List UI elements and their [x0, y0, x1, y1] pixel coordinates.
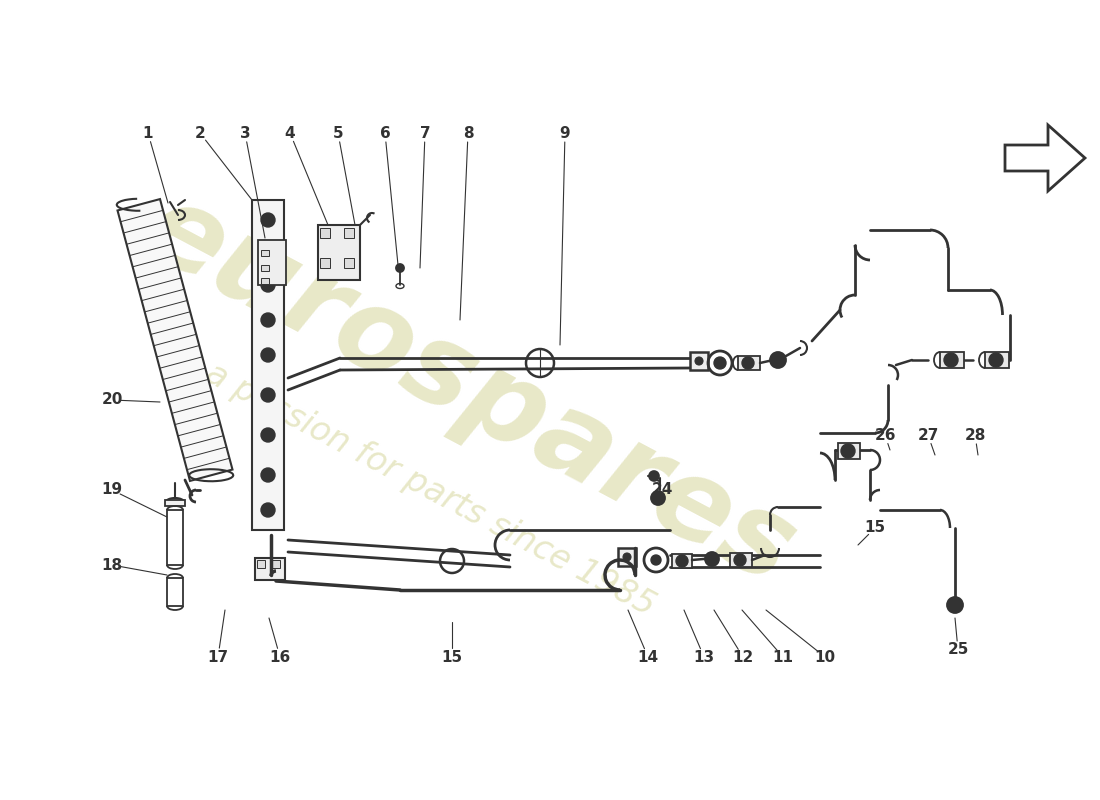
Bar — [165, 500, 185, 506]
Text: 27: 27 — [917, 427, 938, 442]
Text: 19: 19 — [101, 482, 122, 498]
Circle shape — [261, 243, 275, 257]
Polygon shape — [118, 199, 232, 481]
Circle shape — [265, 432, 271, 438]
Bar — [344, 228, 354, 238]
Bar — [261, 278, 270, 284]
Bar — [344, 258, 354, 268]
Text: 3: 3 — [240, 126, 251, 141]
Circle shape — [265, 317, 271, 323]
Circle shape — [989, 353, 1003, 367]
Text: 12: 12 — [733, 650, 754, 665]
Bar — [618, 548, 636, 566]
Circle shape — [742, 357, 754, 369]
Text: 26: 26 — [874, 427, 895, 442]
Text: 28: 28 — [965, 427, 986, 442]
Text: 25: 25 — [947, 642, 969, 658]
Circle shape — [265, 472, 271, 478]
Bar — [255, 558, 285, 580]
Bar — [272, 560, 280, 568]
Circle shape — [714, 357, 726, 369]
Bar — [838, 443, 860, 459]
Bar — [167, 578, 183, 606]
Circle shape — [261, 313, 275, 327]
Bar — [320, 258, 330, 268]
Text: 10: 10 — [814, 650, 836, 665]
Text: 11: 11 — [772, 650, 793, 665]
Circle shape — [651, 555, 661, 565]
Circle shape — [265, 282, 271, 288]
Bar — [258, 240, 286, 285]
Circle shape — [261, 428, 275, 442]
Circle shape — [649, 471, 659, 481]
Circle shape — [651, 491, 666, 505]
Bar — [730, 553, 752, 567]
Bar — [318, 225, 360, 280]
Text: 15: 15 — [441, 650, 463, 665]
Text: 14: 14 — [637, 650, 659, 665]
Circle shape — [623, 553, 631, 561]
Circle shape — [261, 388, 275, 402]
Bar — [320, 228, 330, 238]
Text: a passion for parts since 1985: a passion for parts since 1985 — [200, 357, 660, 623]
Circle shape — [265, 392, 271, 398]
Text: 17: 17 — [208, 650, 229, 665]
Text: 9: 9 — [560, 126, 570, 141]
Text: 1: 1 — [143, 126, 153, 141]
Text: 2: 2 — [195, 126, 206, 141]
Bar — [672, 554, 692, 568]
Circle shape — [261, 348, 275, 362]
Circle shape — [261, 503, 275, 517]
Text: eurospares: eurospares — [126, 172, 814, 608]
Circle shape — [265, 247, 271, 253]
Bar — [940, 352, 964, 368]
Circle shape — [265, 352, 271, 358]
Circle shape — [265, 217, 271, 223]
Circle shape — [676, 555, 688, 567]
Circle shape — [261, 278, 275, 292]
Bar — [257, 560, 265, 568]
Text: 8: 8 — [463, 126, 473, 141]
Circle shape — [261, 468, 275, 482]
Bar — [738, 356, 760, 370]
Bar — [690, 352, 708, 370]
Circle shape — [947, 597, 962, 613]
Circle shape — [695, 357, 703, 365]
Text: 18: 18 — [101, 558, 122, 573]
Text: 15: 15 — [865, 521, 886, 535]
Circle shape — [842, 444, 855, 458]
Circle shape — [770, 352, 786, 368]
Bar — [261, 250, 270, 256]
Bar — [261, 265, 270, 271]
Bar — [252, 200, 284, 530]
Text: 4: 4 — [285, 126, 295, 141]
Circle shape — [396, 264, 404, 272]
Text: 5: 5 — [332, 126, 343, 141]
Circle shape — [265, 507, 271, 513]
Text: 16: 16 — [270, 650, 290, 665]
Bar — [167, 510, 183, 565]
Circle shape — [705, 552, 719, 566]
Text: 7: 7 — [420, 126, 430, 141]
Text: 20: 20 — [101, 393, 123, 407]
Circle shape — [734, 554, 746, 566]
Text: 6: 6 — [379, 126, 390, 141]
Circle shape — [944, 353, 958, 367]
Text: 13: 13 — [693, 650, 715, 665]
Text: 24: 24 — [651, 482, 673, 498]
Bar — [984, 352, 1009, 368]
Circle shape — [261, 213, 275, 227]
